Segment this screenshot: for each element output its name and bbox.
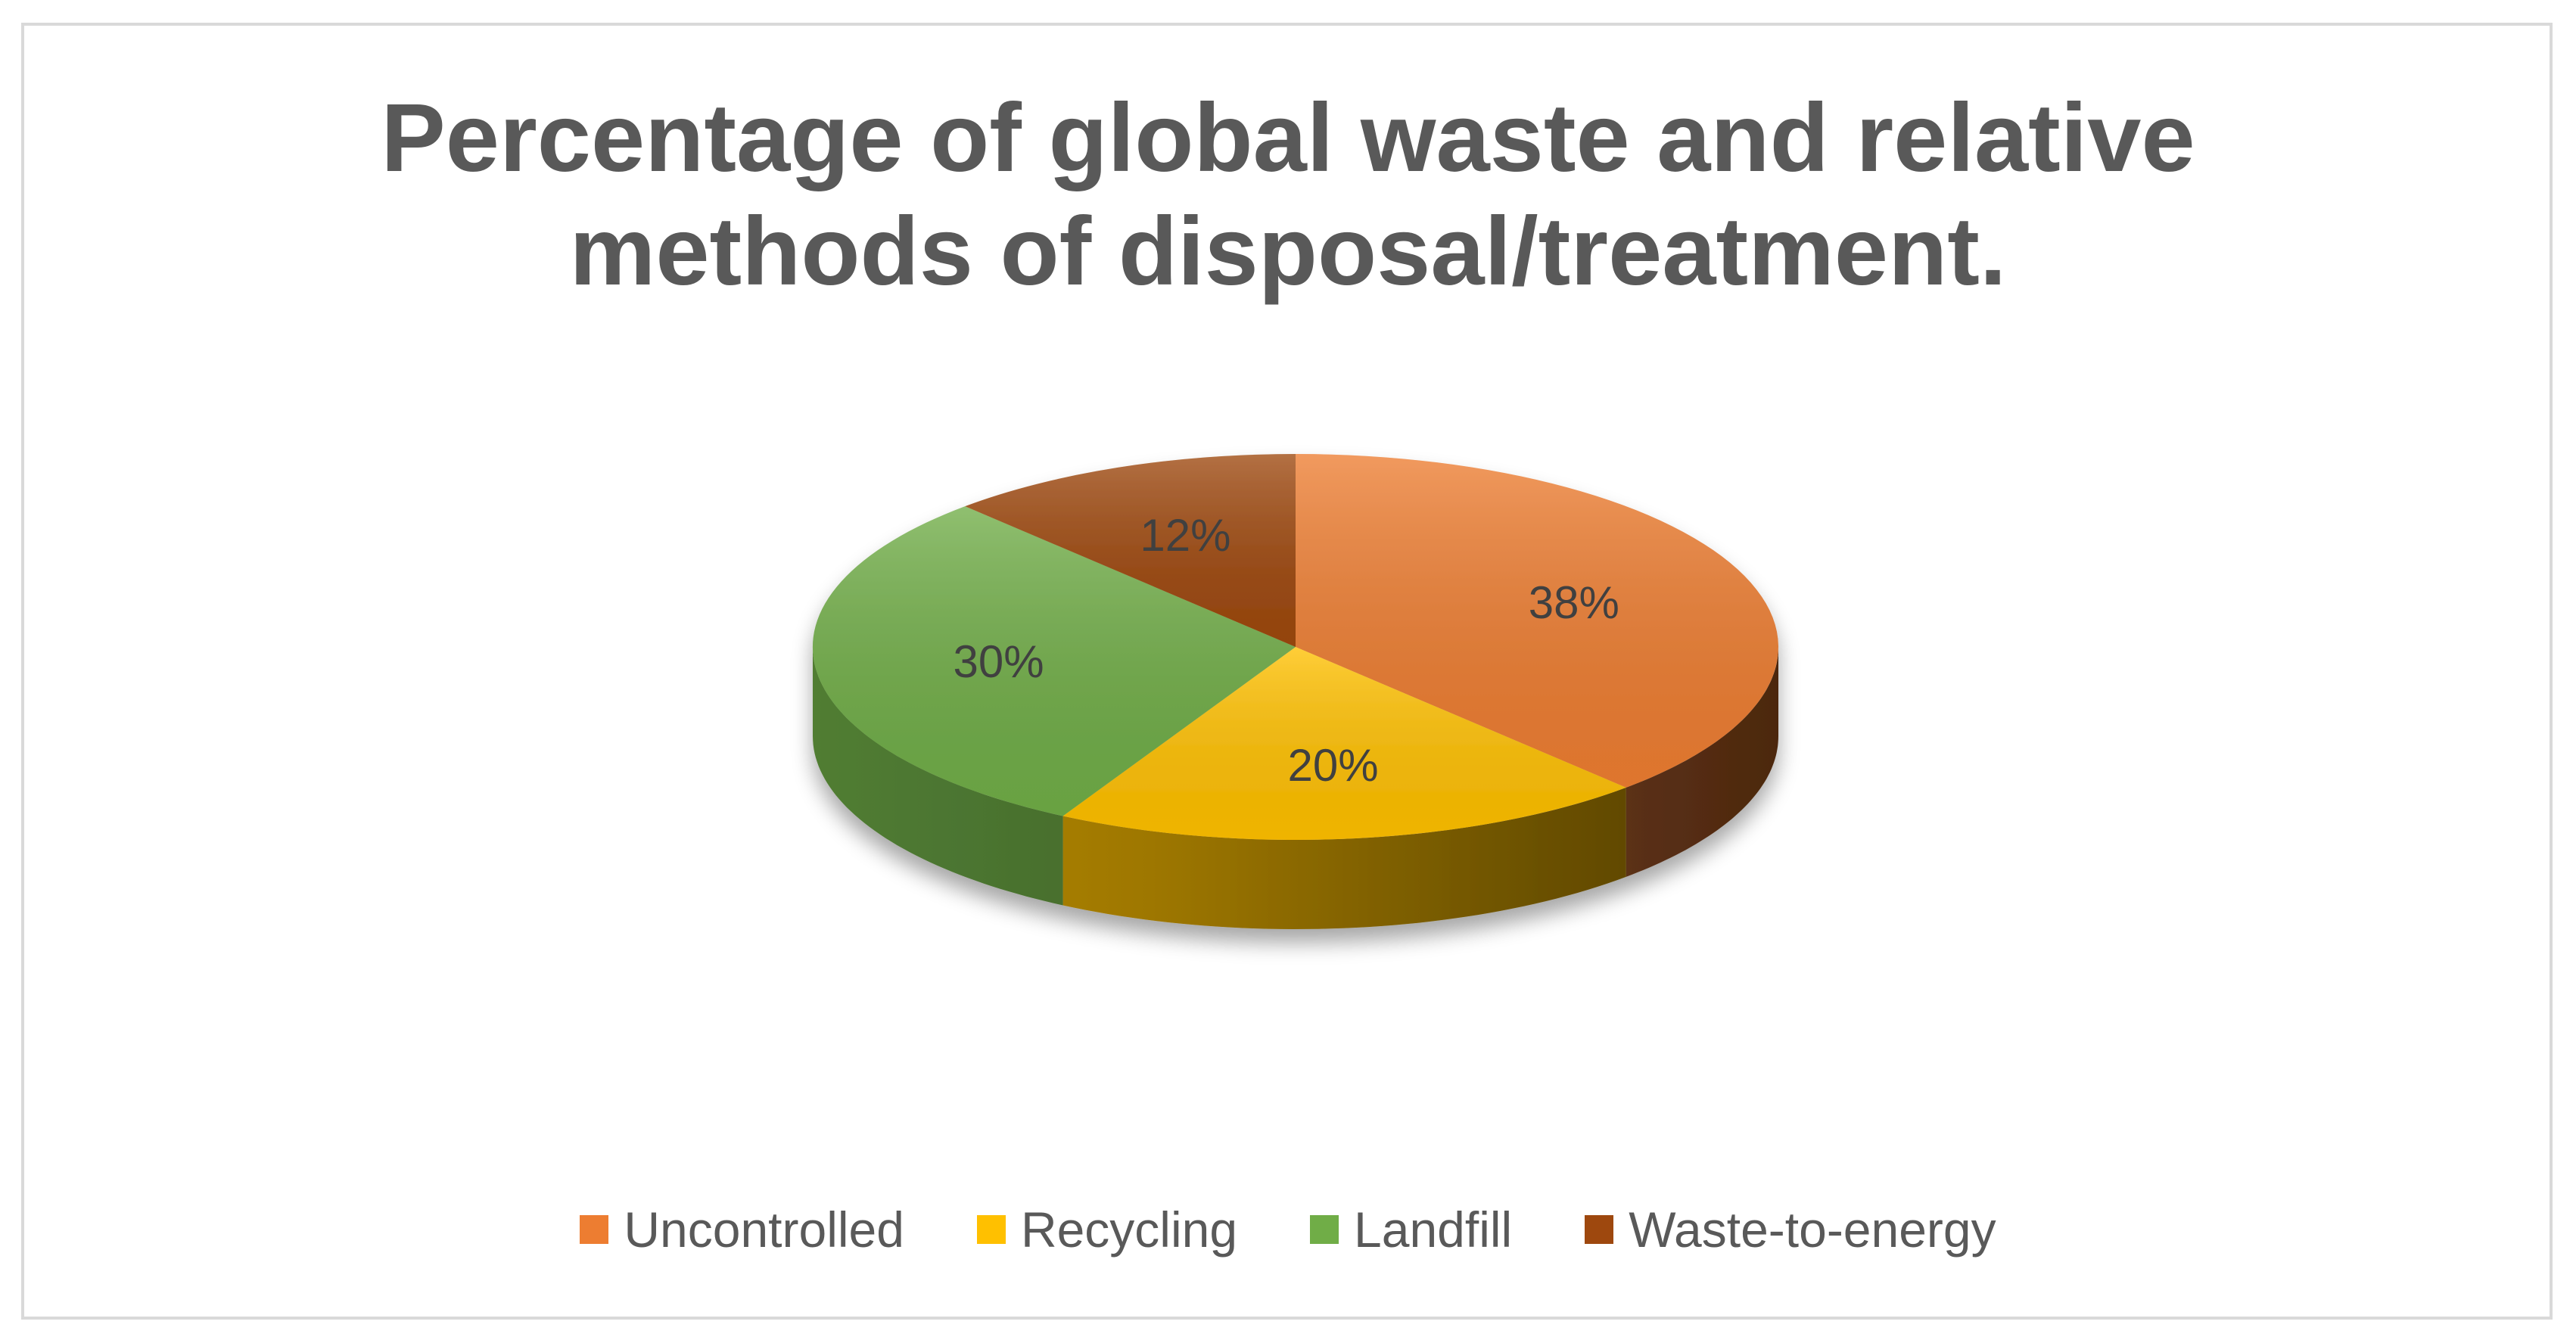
legend-item-landfill: Landfill [1310,1201,1512,1258]
legend-item-uncontrolled: Uncontrolled [580,1201,904,1258]
pie-slice-highlight-uncontrolled [1296,454,1778,788]
pie-slice-highlight-waste-to-energy [965,454,1296,647]
pie-slice-side-landfill [813,647,1063,906]
legend-swatch-waste-to-energy [1585,1215,1614,1244]
legend-label-waste-to-energy: Waste-to-energy [1629,1202,1996,1258]
pie-slice-side-uncontrolled [1626,647,1778,877]
pie-slice-highlight-recycling [1062,647,1626,841]
legend-item-waste-to-energy: Waste-to-energy [1585,1201,1996,1258]
data-label-waste-to-energy: 12% [1140,510,1230,561]
pie-slice-highlight-landfill [812,506,1296,816]
chart-legend: Uncontrolled Recycling Landfill Waste-to… [0,1195,2576,1264]
legend-item-recycling: Recycling [976,1201,1238,1258]
legend-swatch-uncontrolled [580,1215,609,1244]
legend-swatch-landfill [1310,1215,1339,1244]
legend-label-landfill: Landfill [1354,1202,1513,1258]
legend-swatch-recycling [976,1215,1006,1244]
pie-slice-side-recycling [1062,787,1626,929]
data-label-recycling: 20% [1288,740,1379,791]
data-label-landfill: 30% [954,636,1044,687]
data-label-uncontrolled: 38% [1529,577,1619,628]
chart-title-line-1: Percentage of global waste and relative [381,84,2195,192]
legend-label-uncontrolled: Uncontrolled [624,1202,904,1258]
chart-title-line-2: methods of disposal/treatment. [569,197,2007,306]
legend-label-recycling: Recycling [1020,1202,1238,1258]
chart-title: Percentage of global waste and relative … [0,82,2576,309]
